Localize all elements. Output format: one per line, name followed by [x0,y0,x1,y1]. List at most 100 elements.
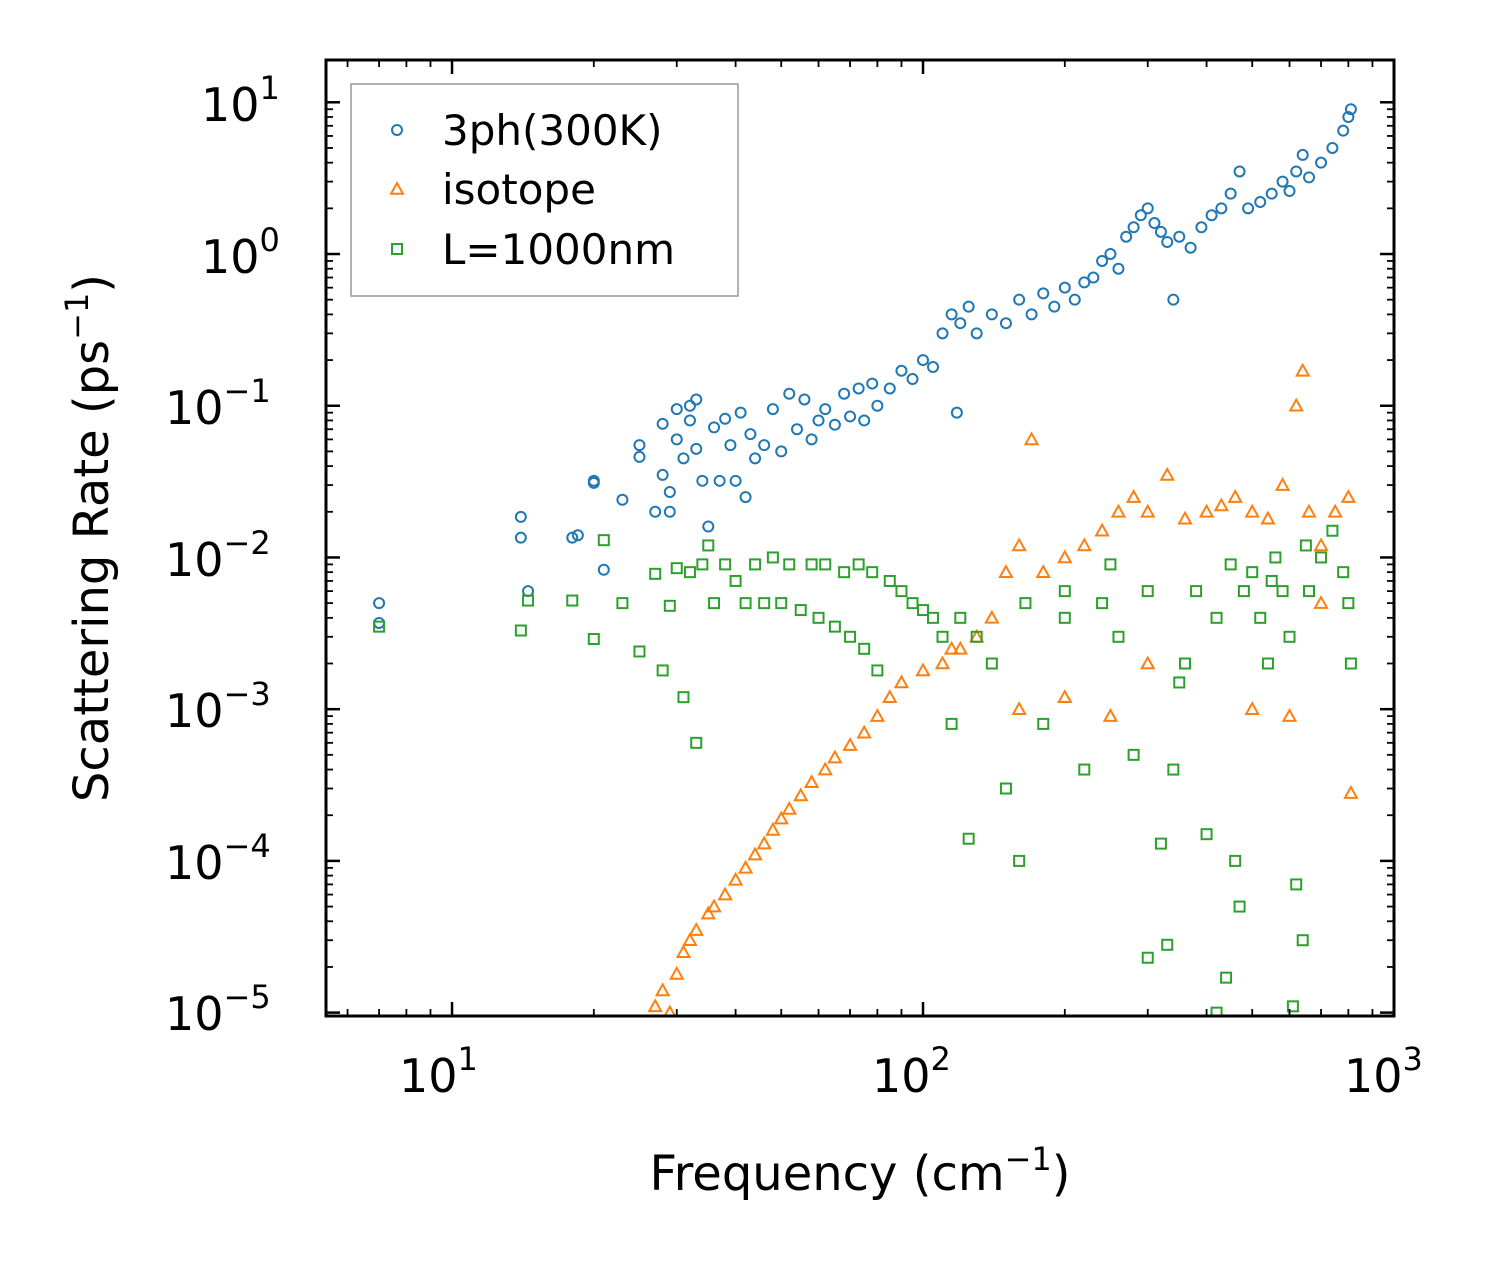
y-tick-label-1e-3: 10−3 [165,675,271,738]
data-point [1013,854,1026,867]
data-point [729,574,742,587]
data-point [844,630,857,643]
data-point [1260,510,1276,525]
data-point [1342,110,1355,123]
data-point [1224,187,1237,200]
data-point [917,354,930,367]
data-point [654,982,671,997]
data-point [597,563,610,576]
plot-frame [324,58,1396,1018]
data-point [952,640,969,655]
data-point [633,439,646,452]
data-point [1102,708,1119,722]
data-point [1237,585,1250,598]
data-point [1167,293,1180,306]
data-point [819,403,832,416]
data-point [945,717,958,730]
data-point [1011,537,1027,552]
data-point [1233,165,1246,178]
data-point [706,898,722,913]
x-tick-label-100: 102 [872,1040,951,1103]
data-point [1229,854,1242,867]
data-point [1110,503,1127,518]
data-point [1104,248,1117,261]
data-point [954,611,967,624]
data-point [765,821,781,836]
data-point [852,382,865,395]
data-point [373,620,386,633]
data-point [1141,585,1154,598]
data-point [717,886,733,901]
data-point [1244,701,1260,715]
data-point [852,558,865,571]
data-point [1179,657,1192,670]
data-point [1141,951,1154,964]
data-point [1177,510,1193,525]
data-point [1200,828,1213,841]
data-point [1078,763,1091,776]
data-point [758,439,771,452]
data-point [838,387,851,400]
x-tick-label-1000: 103 [1344,1040,1423,1103]
data-point [984,609,1000,624]
data-point [1290,878,1303,891]
data-point [869,708,886,722]
legend-marker-0 [391,124,403,136]
data-point [883,574,896,587]
data-point [1227,489,1243,503]
data-point [985,657,998,670]
data-point [1283,630,1296,643]
data-point [1125,489,1142,503]
data-point [1037,717,1050,730]
data-point [1087,271,1100,284]
data-point [1096,254,1109,267]
data-point [962,300,975,313]
data-point [766,551,779,564]
data-point [793,787,809,802]
data-point [1127,748,1140,761]
data-point [1342,597,1355,610]
data-point [1112,262,1125,275]
data-point [1141,202,1154,215]
data-point [514,531,527,544]
data-point [719,412,732,425]
data-point [656,664,669,677]
y-tick-labels: 101 100 10−1 10−2 10−3 10−4 10−5 [165,69,280,1041]
legend-label-isotope: isotope [442,165,596,214]
y-tick-label-1e-5: 10−5 [165,978,271,1041]
data-point [1254,196,1267,209]
data-point [719,558,732,571]
data-point [817,761,833,776]
data-point [945,308,958,321]
data-point [915,662,931,677]
data-point [649,567,662,580]
data-point [999,782,1012,795]
data-point [1019,597,1032,610]
data-point [1025,308,1038,321]
data-point [744,428,757,441]
data-point [747,846,763,861]
data-point [954,317,967,330]
data-point [1205,209,1218,222]
data-point [1023,431,1040,446]
data-point [828,418,841,431]
data-point [1265,574,1278,587]
data-point [1195,221,1208,234]
data-point [1104,558,1117,571]
data-point [895,364,908,377]
data-point [670,403,683,416]
legend-label-boundary: L=1000nm [442,225,675,274]
data-points [373,103,1359,1016]
data-point [871,664,884,677]
data-point [1134,209,1147,222]
data-point [783,387,796,400]
data-point [985,308,998,321]
data-point [1068,293,1081,306]
x-tick-labels: 101 102 103 [399,1040,1423,1103]
data-point [773,810,789,825]
data-point [727,871,744,886]
data-point [970,630,983,643]
data-point [819,558,832,571]
data-point [702,520,715,533]
data-point [1299,539,1312,552]
